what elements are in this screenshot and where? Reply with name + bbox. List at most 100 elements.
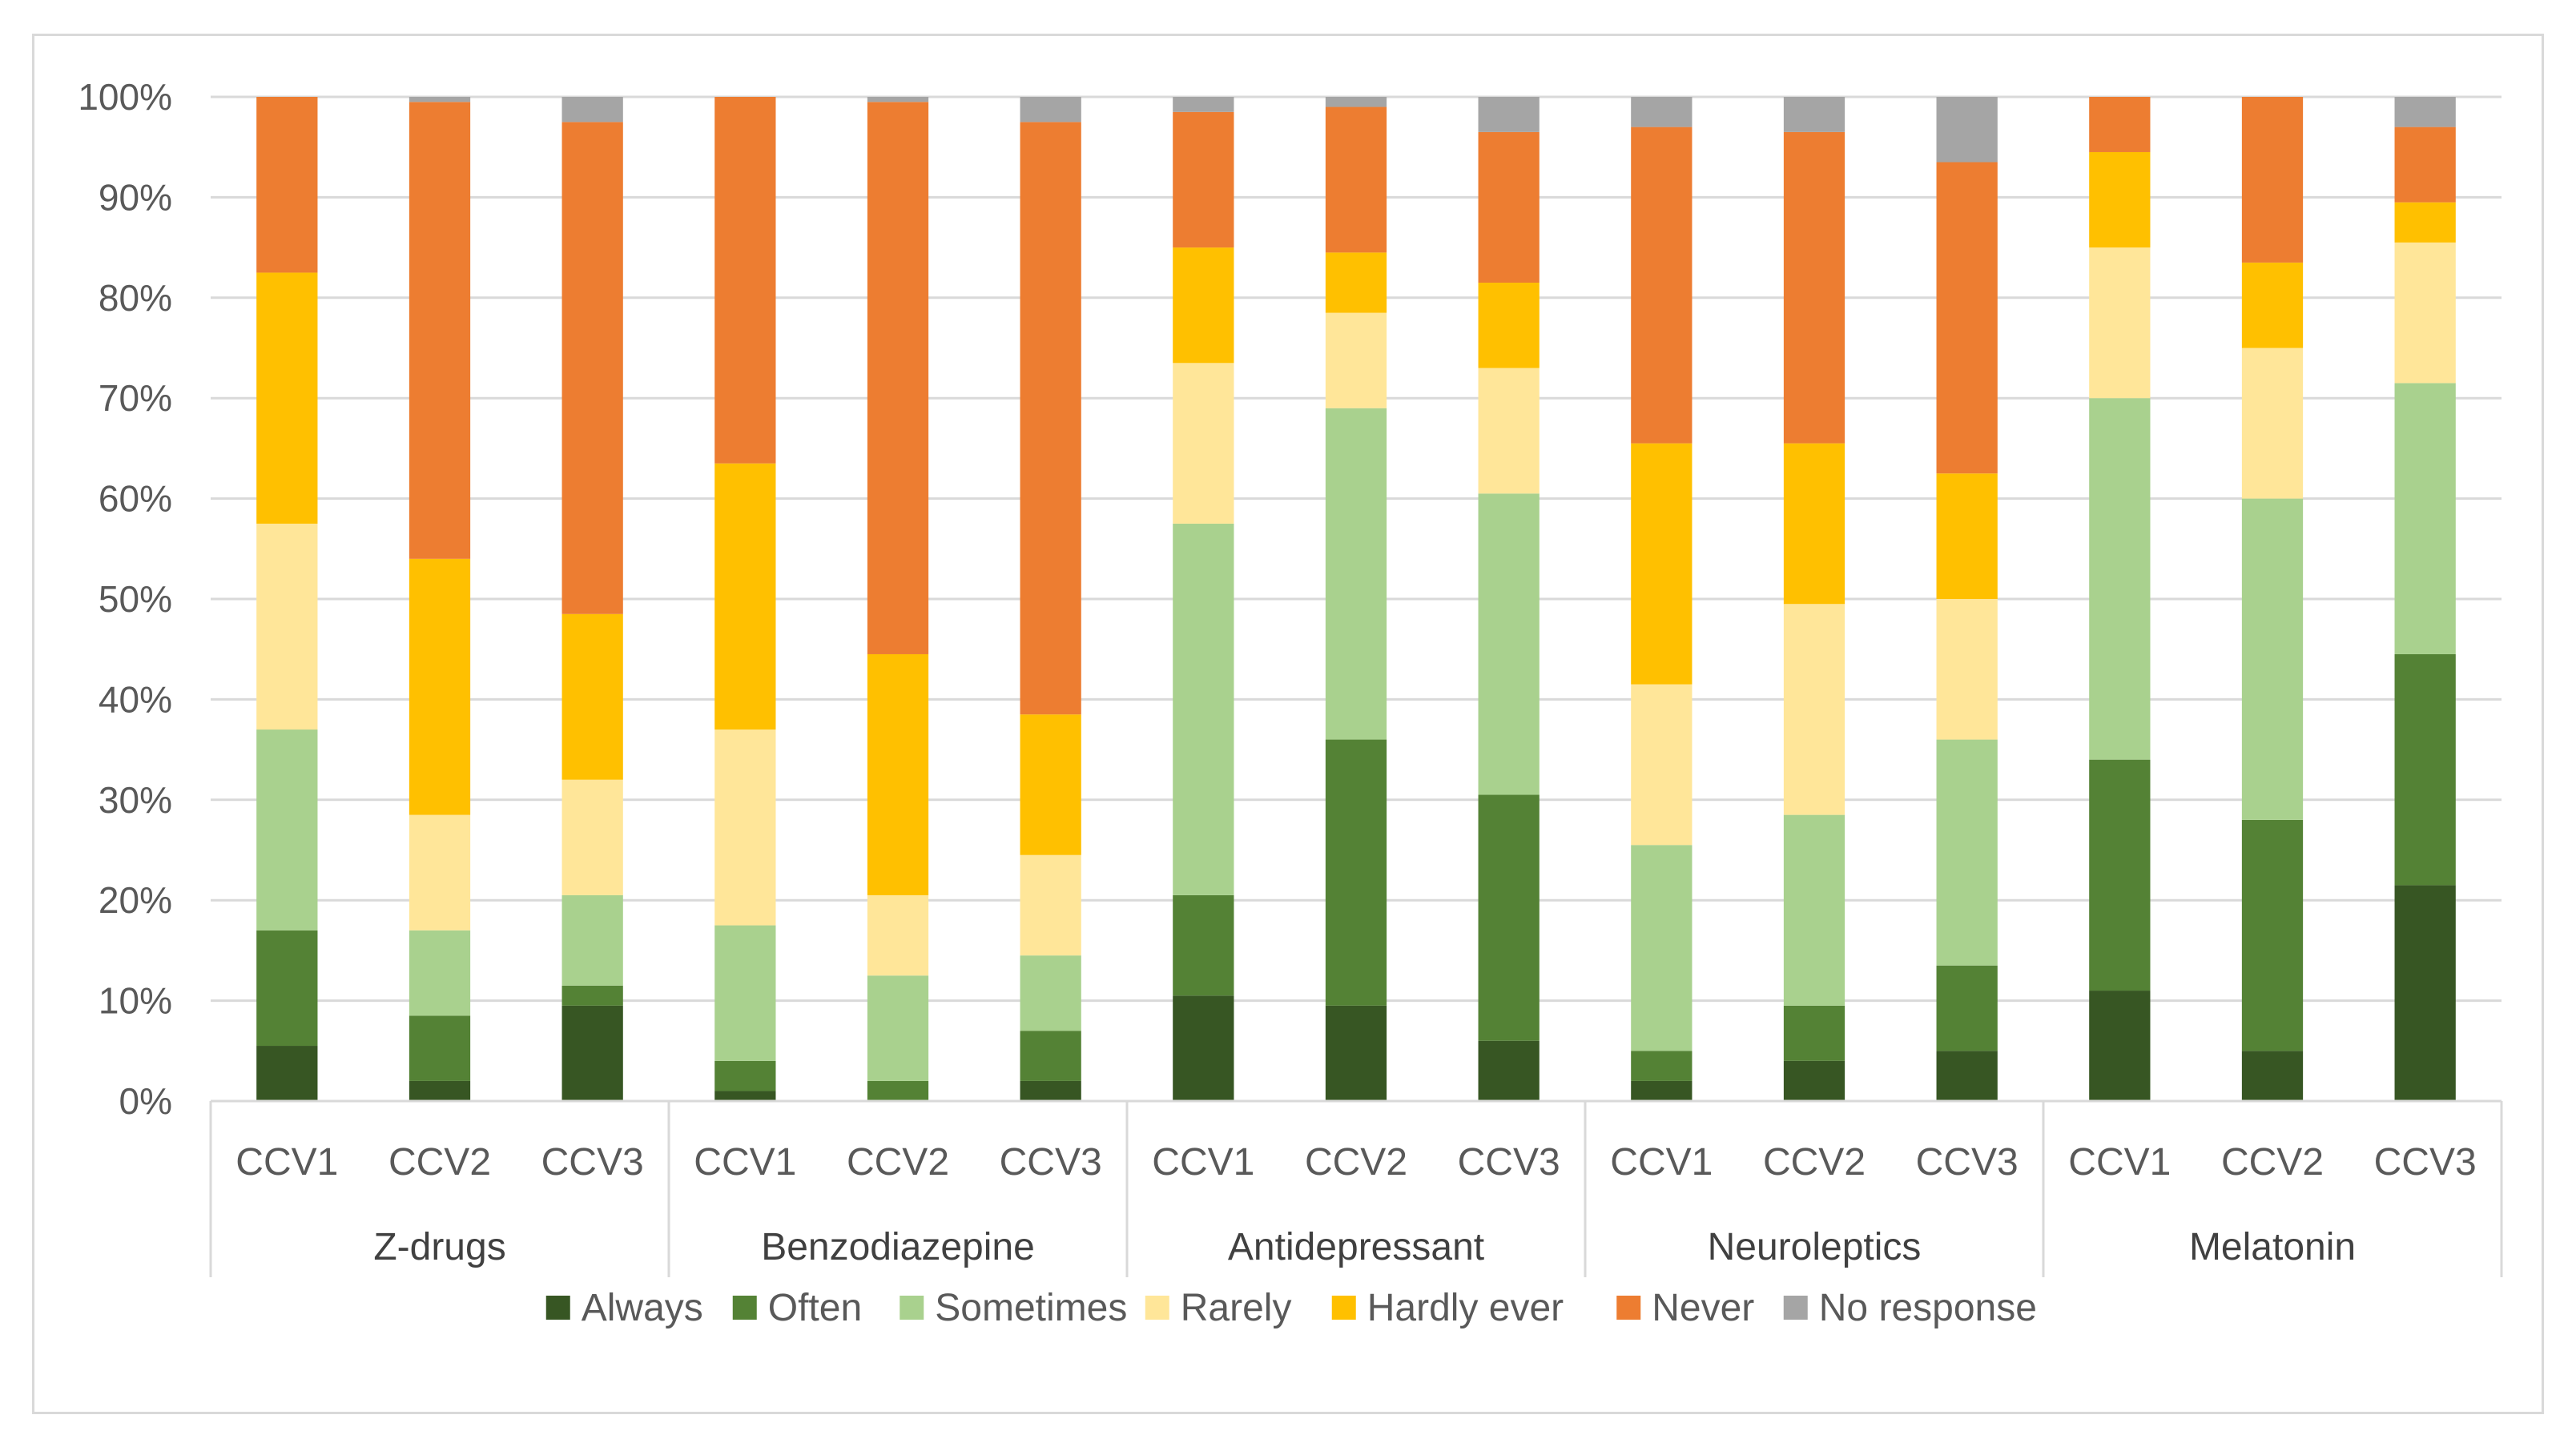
- bar-segment-often: [561, 985, 623, 1006]
- bar-segment-often: [1631, 1051, 1693, 1081]
- bar-segment-no-response: [1783, 97, 1845, 132]
- bar-segment-never: [1325, 107, 1387, 253]
- x-category-label: CCV3: [541, 1141, 644, 1184]
- x-category-label: CCV3: [2374, 1141, 2477, 1184]
- bar-segment-rarely: [1478, 368, 1540, 494]
- bar-segment-rarely: [1173, 363, 1234, 524]
- bar-segment-always: [1478, 1040, 1540, 1101]
- bar-segment-rarely: [1020, 854, 1081, 956]
- bar-segment-rarely: [714, 730, 776, 926]
- legend-swatch-never: [1616, 1296, 1641, 1320]
- bar-segment-often: [2241, 819, 2304, 1051]
- bar-segment-no-response: [1173, 97, 1234, 112]
- legend-swatch-rarely: [1145, 1296, 1169, 1320]
- bar-segment-no-response: [1020, 97, 1081, 123]
- bar-segment-no-response: [1325, 97, 1387, 107]
- bar-segment-always: [1325, 1005, 1387, 1101]
- x-category-label: CCV1: [694, 1141, 796, 1184]
- bar-segment-never: [2394, 127, 2456, 203]
- x-category-label: CCV1: [1152, 1141, 1254, 1184]
- x-category-label: CCV1: [1610, 1141, 1713, 1184]
- bar-segment-hardly-ever: [2394, 202, 2456, 243]
- bar-segment-rarely: [1631, 684, 1693, 846]
- bar-segment-rarely: [1783, 604, 1845, 815]
- bar-segment-hardly-ever: [1173, 247, 1234, 364]
- bar-segment-never: [256, 97, 318, 273]
- axes: 0% 10% 20% 30% 40% 50% 60% 70% 80% 90% 100% CCV1 CCV…: [78, 76, 2503, 1277]
- bar-segment-sometimes: [714, 925, 776, 1061]
- bar-segment-sometimes: [409, 930, 471, 1016]
- legend-swatch-often: [732, 1296, 757, 1320]
- x-category-label: CCV1: [2068, 1141, 2171, 1184]
- bar-segment-always: [1631, 1080, 1693, 1101]
- y-tick-label: 60%: [99, 478, 172, 520]
- x-group-label: Benzodiazepine: [761, 1226, 1035, 1268]
- x-category-label: CCV2: [847, 1141, 949, 1184]
- legend-swatch-always: [545, 1296, 570, 1320]
- legend-label-often: Often: [768, 1287, 862, 1329]
- bar-segment-sometimes: [1783, 814, 1845, 1006]
- bar-segment-hardly-ever: [1783, 443, 1845, 605]
- legend-label-hardly-ever: Hardly ever: [1367, 1287, 1564, 1329]
- bar-segment-sometimes: [1325, 408, 1387, 740]
- bar-segment-never: [2241, 97, 2304, 263]
- bar-segment-sometimes: [1020, 955, 1081, 1031]
- bar-segment-hardly-ever: [1631, 443, 1693, 685]
- bar-segment-never: [867, 102, 929, 654]
- bar-segment-often: [1478, 794, 1540, 1041]
- bar-segment-rarely: [256, 523, 318, 730]
- legend-label-rarely: Rarely: [1181, 1287, 1292, 1329]
- bar-segment-never: [1783, 131, 1845, 444]
- bar-segment-hardly-ever: [1936, 473, 1998, 599]
- bar-segment-sometimes: [256, 730, 318, 931]
- bar-segment-always: [409, 1080, 471, 1101]
- bar-segment-rarely: [1325, 312, 1387, 408]
- bar-segment-always: [561, 1005, 623, 1101]
- bar-segment-often: [1173, 894, 1234, 996]
- bar-segment-hardly-ever: [409, 558, 471, 815]
- bar-segment-often: [2394, 653, 2456, 886]
- bar-segment-always: [1783, 1060, 1845, 1101]
- bar-segment-sometimes: [2394, 383, 2456, 654]
- bar-segment-never: [1173, 111, 1234, 248]
- y-tick-label: 30%: [99, 779, 172, 821]
- x-category-label: CCV2: [1305, 1141, 1407, 1184]
- x-category-label: CCV2: [2221, 1141, 2324, 1184]
- bar-segment-hardly-ever: [1478, 282, 1540, 368]
- bar-segment-always: [2394, 885, 2456, 1101]
- bar-segment-no-response: [2394, 97, 2456, 127]
- legend-swatch-no-response: [1783, 1296, 1808, 1320]
- x-category-label: CCV3: [1000, 1141, 1102, 1184]
- bar-segment-often: [1325, 739, 1387, 1006]
- bar-segment-always: [1173, 995, 1234, 1101]
- bar-segment-no-response: [1478, 97, 1540, 132]
- bar-segment-no-response: [561, 97, 623, 123]
- bar-segment-always: [2241, 1051, 2304, 1101]
- bar-segment-hardly-ever: [867, 653, 929, 895]
- legend-label-no-response: No response: [1819, 1287, 2037, 1329]
- y-tick-label: 50%: [99, 578, 172, 620]
- bar-segment-often: [1783, 1005, 1845, 1061]
- bar-segment-sometimes: [2089, 398, 2151, 760]
- legend-label-always: Always: [582, 1287, 703, 1329]
- bar-segment-rarely: [561, 779, 623, 895]
- y-tick-label: 10%: [99, 980, 172, 1022]
- bar-segment-often: [2089, 759, 2151, 991]
- bar-segment-never: [1631, 127, 1693, 444]
- bar-segment-no-response: [867, 97, 929, 102]
- y-tick-label: 100%: [78, 76, 172, 118]
- y-tick-label: 0%: [119, 1080, 172, 1122]
- x-group-label: Z-drugs: [373, 1226, 505, 1268]
- bar-segment-sometimes: [1173, 523, 1234, 895]
- bar-segment-hardly-ever: [561, 613, 623, 780]
- y-tick-label: 90%: [99, 176, 172, 218]
- bar-segment-never: [1936, 162, 1998, 474]
- legend-swatch-hardly-ever: [1331, 1296, 1356, 1320]
- legend: Always Often Sometimes Rarely Hardly ever Nev…: [545, 1287, 2037, 1329]
- bar-segment-often: [256, 930, 318, 1047]
- y-tick-label: 70%: [99, 377, 172, 419]
- bar-segment-never: [409, 102, 471, 559]
- bar-segment-always: [2089, 991, 2151, 1101]
- bar-segment-often: [1020, 1031, 1081, 1081]
- bar-segment-rarely: [2394, 242, 2456, 384]
